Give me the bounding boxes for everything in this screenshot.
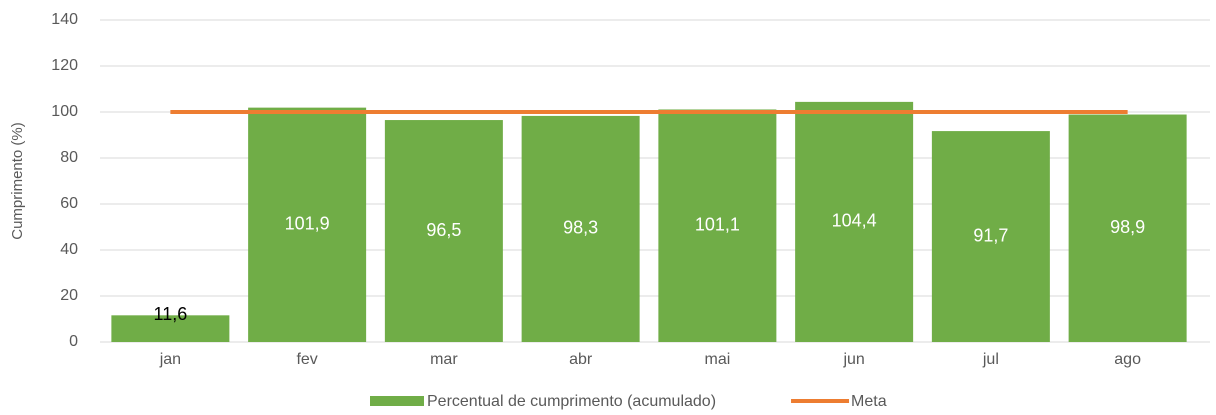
bar — [931, 131, 1050, 342]
data-label: 98,3 — [563, 218, 598, 238]
data-label: 101,9 — [285, 214, 330, 234]
data-label: 101,1 — [695, 214, 740, 234]
x-tick-label: fev — [296, 351, 317, 368]
x-tick-label: jul — [982, 351, 999, 368]
y-tick-label: 100 — [51, 103, 78, 120]
legend-swatch — [370, 396, 424, 406]
y-tick-label: 0 — [69, 333, 78, 350]
x-tick-label: ago — [1114, 351, 1141, 368]
data-label: 98,9 — [1110, 217, 1145, 237]
data-label: 11,6 — [154, 304, 188, 324]
bar — [384, 120, 503, 342]
y-tick-label: 80 — [60, 149, 78, 166]
x-tick-label: mar — [430, 351, 458, 368]
data-label: 96,5 — [426, 220, 461, 240]
bar — [248, 107, 367, 342]
bar — [658, 109, 777, 342]
y-tick-label: 120 — [51, 57, 78, 74]
data-label: 91,7 — [973, 225, 1008, 245]
bar — [521, 115, 640, 342]
x-tick-label: mai — [704, 351, 730, 368]
bar — [111, 315, 230, 342]
y-tick-label: 40 — [60, 241, 78, 258]
y-tick-label: 60 — [60, 195, 78, 212]
y-axis-title: Cumprimento (%) — [9, 122, 26, 240]
y-tick-label: 140 — [51, 11, 78, 28]
legend-label: Percentual de cumprimento (acumulado) — [427, 393, 716, 410]
x-tick-label: abr — [569, 351, 593, 368]
bar — [795, 101, 914, 342]
y-tick-label: 20 — [60, 287, 78, 304]
legend-label: Meta — [851, 393, 887, 410]
data-label: 104,4 — [832, 211, 877, 231]
bar — [1068, 114, 1187, 342]
x-tick-label: jan — [159, 351, 181, 368]
x-tick-label: jun — [842, 351, 864, 368]
